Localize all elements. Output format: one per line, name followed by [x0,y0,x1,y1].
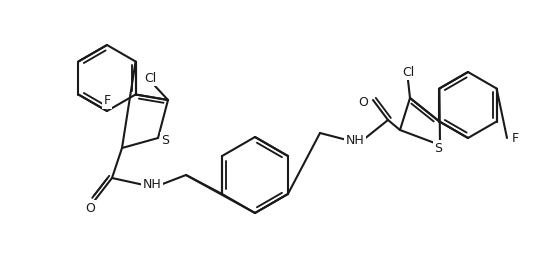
Text: S: S [161,133,169,147]
Text: Cl: Cl [402,66,414,78]
Text: NH: NH [346,133,364,147]
Text: F: F [104,94,110,108]
Text: O: O [358,95,368,109]
Text: NH: NH [143,179,162,191]
Text: Cl: Cl [144,71,156,85]
Text: F: F [512,132,519,144]
Text: S: S [434,141,442,155]
Text: O: O [85,201,95,214]
